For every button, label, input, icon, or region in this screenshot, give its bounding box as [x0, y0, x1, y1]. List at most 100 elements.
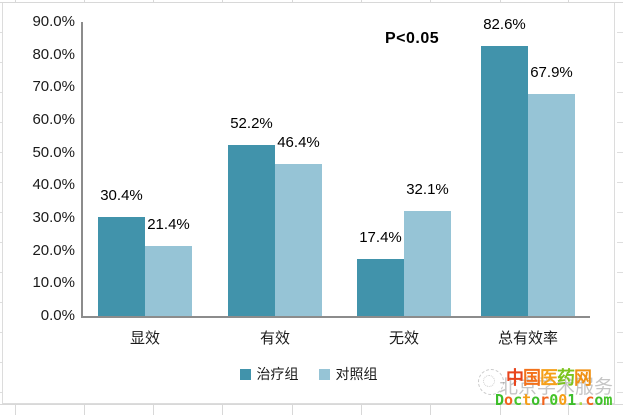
watermark-site-name-char: 中 — [506, 368, 524, 388]
watermark-url-char: 0 — [558, 391, 568, 409]
bar-series0-cat0 — [98, 216, 145, 316]
sheet-row-line — [617, 32, 623, 33]
sheet-row-line — [617, 92, 623, 93]
watermark-logo-icon — [478, 369, 504, 395]
bar-series1-cat0 — [145, 246, 192, 316]
sheet-row-line — [617, 332, 623, 333]
sheet-col-line — [430, 0, 431, 2]
bar-series0-cat2 — [357, 259, 404, 316]
x-axis-line — [81, 316, 590, 318]
sheet-col-line — [84, 405, 85, 415]
sheet-col-line — [153, 405, 154, 415]
value-label-series0-cat1: 52.2% — [230, 115, 273, 133]
bar-series0-cat3 — [481, 46, 528, 316]
sheet-row-line — [617, 62, 623, 63]
legend-item-treatment-group: 治疗组 — [239, 364, 299, 384]
sheet-row-line — [0, 152, 2, 153]
category-label-2: 无效 — [388, 330, 419, 347]
sheet-row-line — [617, 272, 623, 273]
sheet-row-line — [617, 392, 623, 393]
bar-series0-cat1 — [228, 145, 275, 316]
watermark-url-char: c — [513, 391, 523, 409]
category-label-1: 有效 — [259, 330, 290, 347]
value-label-series1-cat1: 46.4% — [277, 134, 320, 152]
sheet-col-line — [292, 0, 293, 2]
y-tick-label: 60.0% — [32, 111, 75, 128]
sheet-row-line — [0, 272, 2, 273]
watermark-url-char: o — [531, 391, 541, 409]
sheet-row-line — [0, 92, 2, 93]
value-label-series0-cat2: 17.4% — [359, 229, 402, 247]
y-tick-label: 90.0% — [32, 13, 75, 30]
sheet-row-line — [617, 152, 623, 153]
sheet-col-line — [153, 0, 154, 2]
value-label-series0-cat3: 82.6% — [483, 16, 526, 34]
watermark-site-name-char: 国 — [523, 368, 541, 388]
watermark-url-char: o — [594, 391, 604, 409]
y-tick-label: 30.0% — [32, 209, 75, 226]
legend-swatch-control-group — [318, 368, 330, 380]
sheet-row-line-bottom — [0, 404, 623, 405]
y-tick-label: 40.0% — [32, 176, 75, 194]
value-label-series1-cat3: 67.9% — [530, 64, 573, 82]
y-tick-label: 10.0% — [32, 274, 75, 292]
sheet-col-line — [361, 405, 362, 415]
sheet-row-line — [0, 302, 2, 303]
sheet-row-line — [0, 212, 2, 213]
sheet-col-line — [222, 0, 223, 2]
value-label-series1-cat2: 32.1% — [406, 181, 449, 199]
sheet-col-line — [500, 405, 501, 415]
bar-series1-cat2 — [404, 211, 451, 316]
watermark-url-char: m — [603, 391, 613, 409]
watermark-url-char: D — [495, 391, 505, 409]
y-tick-label: 50.0% — [32, 143, 75, 161]
sheet-row-line — [617, 122, 623, 123]
legend-label-control-group: 对照组 — [335, 366, 378, 382]
watermark-url-char: o — [504, 391, 514, 409]
sheet-row-line — [617, 302, 623, 303]
bar-series1-cat3 — [528, 94, 575, 316]
sheet-row-line — [617, 182, 623, 183]
sheet-row-line — [617, 242, 623, 243]
watermark-url-char: r — [540, 391, 550, 409]
sheet-col-line — [568, 0, 569, 2]
sheet-col-line — [568, 405, 569, 415]
y-tick-label: 0.0% — [40, 307, 75, 324]
sheet-col-line — [15, 0, 16, 2]
sheet-row-line-top — [0, 2, 623, 3]
sheet-row-line — [0, 242, 2, 243]
annotation-p-value: P<0.05 — [385, 30, 440, 47]
watermark-url-char: t — [522, 391, 532, 409]
watermark-url-char: . — [576, 391, 586, 409]
y-tick-label: 80.0% — [32, 45, 75, 63]
sheet-col-line — [430, 405, 431, 415]
category-label-0: 显效 — [129, 330, 160, 347]
watermark-site-name: 中国医药网 — [506, 364, 592, 390]
y-tick-label: 70.0% — [32, 78, 75, 96]
watermark-site-name-char: 药 — [557, 368, 575, 388]
sheet-col-line — [15, 405, 16, 415]
sheet-row-line — [0, 122, 2, 123]
sheet-col-line — [500, 0, 501, 2]
sheet-row-line — [0, 332, 2, 333]
value-label-series0-cat0: 30.4% — [100, 186, 143, 204]
watermark-site-url: Doctor001.com — [495, 391, 612, 409]
watermark-url-char: 0 — [549, 391, 559, 409]
watermark: 北京学术服务 中国医药网 Doctor001.com — [478, 362, 623, 415]
watermark-overlay-text: 北京学术服务 — [499, 377, 614, 398]
sheet-row-line — [617, 212, 623, 213]
y-axis-line — [81, 22, 83, 316]
legend-swatch-treatment-group — [239, 368, 251, 380]
value-label-series1-cat0: 21.4% — [147, 216, 190, 234]
category-label-3: 总有效率 — [497, 330, 558, 347]
legend: 治疗组 对照组 — [2, 364, 615, 384]
sheet-col-line — [361, 0, 362, 2]
sheet-row-line — [0, 32, 2, 33]
legend-label-treatment-group: 治疗组 — [256, 366, 299, 382]
sheet-row-line — [0, 62, 2, 63]
watermark-site-name-char: 医 — [540, 368, 558, 388]
bar-series1-cat1 — [275, 164, 322, 316]
sheet-row-line — [0, 392, 2, 393]
watermark-url-char: 1 — [567, 391, 577, 409]
